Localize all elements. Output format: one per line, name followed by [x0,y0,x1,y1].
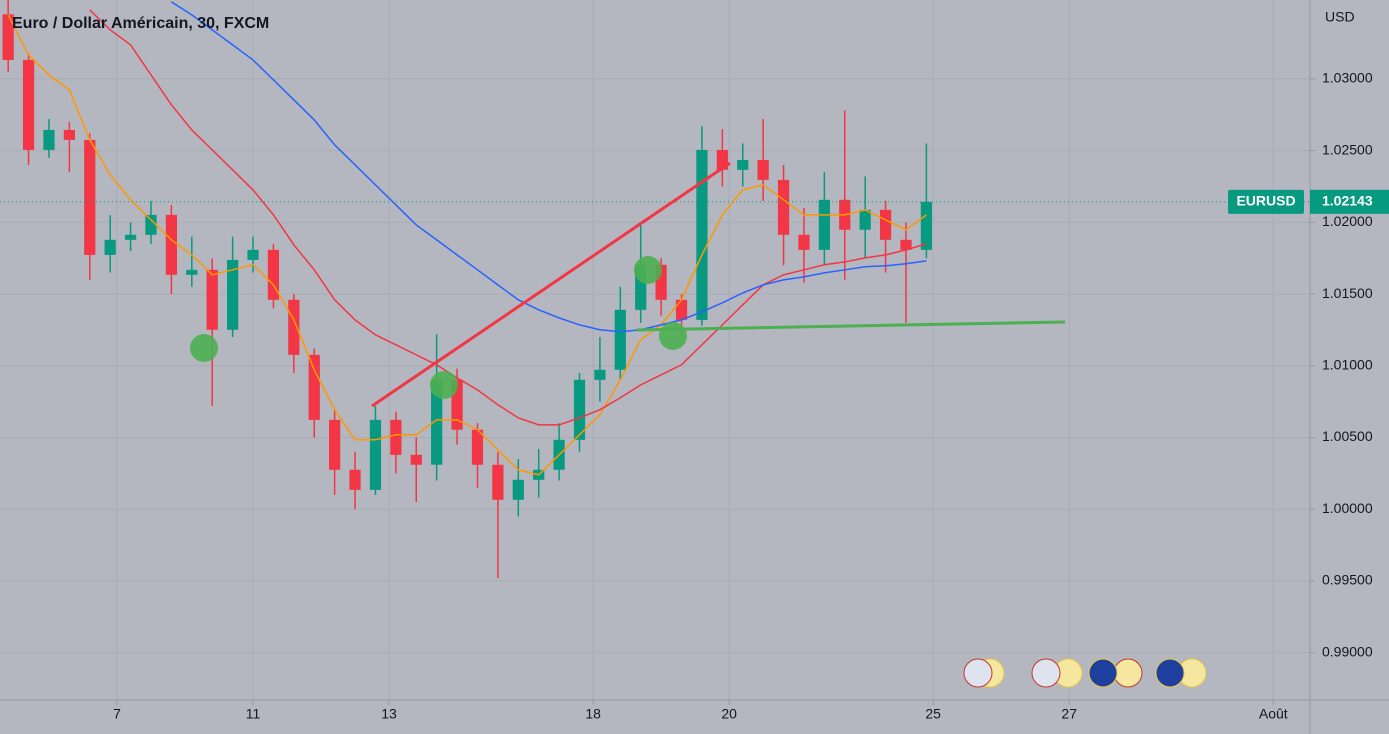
candle-body [63,129,75,140]
candle-body [369,419,382,490]
moving-average [7,14,927,476]
x-tick-label: 11 [246,706,261,722]
candle-body [859,209,871,230]
candle-body [308,354,320,420]
candle-body [716,149,728,170]
event-icon[interactable] [1031,658,1061,688]
marker [634,256,662,284]
x-tick-label: 20 [721,706,737,722]
support-line [636,320,1066,332]
candle-body [492,464,504,500]
x-tick-label: 18 [585,706,601,722]
candle-body [757,159,769,180]
chart-title: Euro / Dollar Américain, 30, FXCM [12,15,269,32]
candle-body [22,59,35,150]
candle-body [737,159,749,170]
candle-body [431,379,443,465]
y-tick-label: 1.00000 [1322,500,1373,516]
y-tick-label: 0.99000 [1322,643,1373,659]
y-tick-label: 1.02000 [1322,213,1373,229]
y-tick-label: 1.03000 [1322,70,1373,86]
event-icon[interactable] [963,658,993,688]
axes: 0.99000 0.99500 1.00000 1.00500 1.01000 1.015… [113,70,1389,722]
candle-body [675,299,688,320]
x-tick-label: 7 [113,706,121,722]
candle-body [451,379,463,430]
candle-body [165,214,178,275]
marker [659,322,687,350]
price-label: 1.02143 [1322,193,1373,209]
y-tick-label: 1.01000 [1322,356,1373,372]
candle-body [512,479,524,500]
candle-body [227,259,239,330]
x-tick-label: 25 [925,706,941,722]
candle-body [818,199,830,250]
event-icon[interactable] [1088,658,1118,688]
moving-average [170,1,927,333]
candle-body [573,379,586,440]
candle-body [920,201,932,250]
candle-body [390,419,402,455]
candle-body [410,454,422,465]
candle-body [471,429,484,465]
plot-area [0,0,1310,579]
moving-average [89,9,927,426]
candle-body [696,149,708,320]
y-tick-label: 0.99500 [1322,572,1373,588]
symbol-badge [1228,189,1304,214]
candle-body [349,469,361,490]
candle-body [84,139,96,255]
x-tick-label: 27 [1061,706,1077,722]
candle-body [594,369,606,380]
x-tick-label: 13 [381,706,397,722]
event-icons[interactable] [963,658,1207,688]
currency-label: USD [1325,9,1355,25]
event-icon[interactable] [1113,658,1143,688]
candle-body [124,234,137,240]
candle-body [777,179,790,235]
marker [190,334,218,362]
candle-body [288,299,300,355]
candle-body [798,234,810,250]
price-badge [1310,189,1389,214]
drawings [190,161,1066,408]
candle-body [43,129,55,150]
y-tick-label: 1.02500 [1322,141,1373,157]
candle-body [635,264,647,310]
grid [0,0,1310,700]
candle-body [145,214,157,235]
candle-body [206,269,218,330]
candle-body [900,239,912,250]
y-tick-label: 1.00500 [1322,428,1373,444]
candle-body [2,14,14,60]
candle-body [267,249,280,300]
x-tick-label: Août [1259,706,1288,722]
event-icon[interactable] [1155,658,1185,688]
y-tick-label: 1.01500 [1322,285,1373,301]
candle-body [879,209,892,240]
marker [430,371,458,399]
candle-body [329,419,341,470]
candle-body [247,249,259,260]
candle-body [614,309,626,370]
candle-body [186,269,198,275]
candle-body [655,264,667,300]
trend-line [371,161,731,408]
symbol-label: EURUSD [1236,193,1295,209]
candle-body [104,239,116,255]
